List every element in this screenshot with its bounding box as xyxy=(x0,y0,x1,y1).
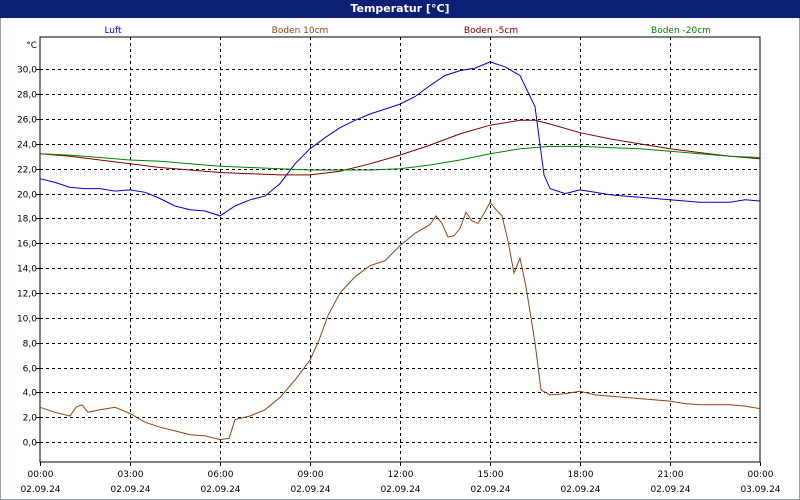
x-tick-date: 03.09.24 xyxy=(740,485,780,495)
y-tick-label: 0,0 xyxy=(23,439,38,449)
y-tick-label: 8,0 xyxy=(23,340,38,350)
x-tick-time: 03:00 xyxy=(118,470,144,480)
legend-entry: Boden 10cm xyxy=(272,26,329,36)
series-line xyxy=(39,145,761,171)
legend-entry: Boden -20cm xyxy=(651,26,711,36)
x-tick-date: 02.09.24 xyxy=(290,485,330,495)
x-tick-date: 02.09.24 xyxy=(650,485,690,495)
x-tick-date: 02.09.24 xyxy=(110,485,150,495)
series-line xyxy=(39,119,761,176)
x-tick-time: 00:00 xyxy=(28,470,54,480)
y-tick-label: 16,0 xyxy=(17,240,37,250)
x-tick-time: 15:00 xyxy=(478,470,504,480)
legend-entry: Boden -5cm xyxy=(464,26,518,36)
y-tick-label: 30,0 xyxy=(17,66,37,76)
series-line xyxy=(39,201,761,441)
x-tick-time: 21:00 xyxy=(658,470,684,480)
x-tick-date: 02.09.24 xyxy=(380,485,420,495)
y-tick-label: 22,0 xyxy=(17,166,37,176)
x-tick-time: 18:00 xyxy=(568,470,594,480)
y-axis-unit: °C xyxy=(26,41,37,51)
y-tick-label: 6,0 xyxy=(23,365,38,375)
x-tick-date: 02.09.24 xyxy=(560,485,600,495)
y-tick-label: 2,0 xyxy=(23,414,38,424)
series-line xyxy=(39,61,761,217)
y-tick-label: 18,0 xyxy=(17,215,37,225)
y-tick-label: 28,0 xyxy=(17,91,37,101)
x-tick-time: 09:00 xyxy=(298,470,324,480)
x-tick-date: 02.09.24 xyxy=(20,485,60,495)
y-tick-label: 14,0 xyxy=(17,265,37,275)
y-tick-label: 24,0 xyxy=(17,141,37,151)
y-tick-label: 4,0 xyxy=(23,389,38,399)
x-tick-time: 00:00 xyxy=(748,470,774,480)
y-tick-label: 26,0 xyxy=(17,116,37,126)
x-tick-date: 02.09.24 xyxy=(470,485,510,495)
y-tick-label: 10,0 xyxy=(17,315,37,325)
y-tick-label: 12,0 xyxy=(17,290,37,300)
x-tick-time: 06:00 xyxy=(208,470,234,480)
x-tick-date: 02.09.24 xyxy=(200,485,240,495)
legend-entry: Luft xyxy=(104,26,122,36)
chart-title: Temperatur [°C] xyxy=(0,0,800,18)
y-tick-label: 20,0 xyxy=(17,191,37,201)
x-tick-time: 12:00 xyxy=(388,470,414,480)
